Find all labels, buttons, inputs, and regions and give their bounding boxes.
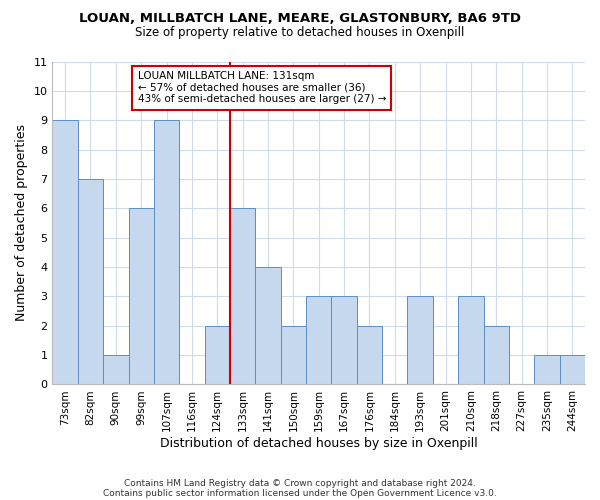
Bar xyxy=(154,120,179,384)
Bar xyxy=(52,120,78,384)
Bar xyxy=(458,296,484,384)
Bar xyxy=(256,267,281,384)
Text: Size of property relative to detached houses in Oxenpill: Size of property relative to detached ho… xyxy=(136,26,464,39)
Bar xyxy=(560,355,585,384)
Bar xyxy=(484,326,509,384)
Bar xyxy=(331,296,357,384)
X-axis label: Distribution of detached houses by size in Oxenpill: Distribution of detached houses by size … xyxy=(160,437,478,450)
Bar xyxy=(230,208,256,384)
Bar xyxy=(103,355,128,384)
Bar xyxy=(534,355,560,384)
Bar xyxy=(357,326,382,384)
Text: Contains HM Land Registry data © Crown copyright and database right 2024.: Contains HM Land Registry data © Crown c… xyxy=(124,478,476,488)
Y-axis label: Number of detached properties: Number of detached properties xyxy=(15,124,28,322)
Text: LOUAN, MILLBATCH LANE, MEARE, GLASTONBURY, BA6 9TD: LOUAN, MILLBATCH LANE, MEARE, GLASTONBUR… xyxy=(79,12,521,26)
Text: Contains public sector information licensed under the Open Government Licence v3: Contains public sector information licen… xyxy=(103,488,497,498)
Text: LOUAN MILLBATCH LANE: 131sqm
← 57% of detached houses are smaller (36)
43% of se: LOUAN MILLBATCH LANE: 131sqm ← 57% of de… xyxy=(137,71,386,104)
Bar xyxy=(281,326,306,384)
Bar xyxy=(205,326,230,384)
Bar xyxy=(407,296,433,384)
Bar xyxy=(78,179,103,384)
Bar xyxy=(128,208,154,384)
Bar xyxy=(306,296,331,384)
